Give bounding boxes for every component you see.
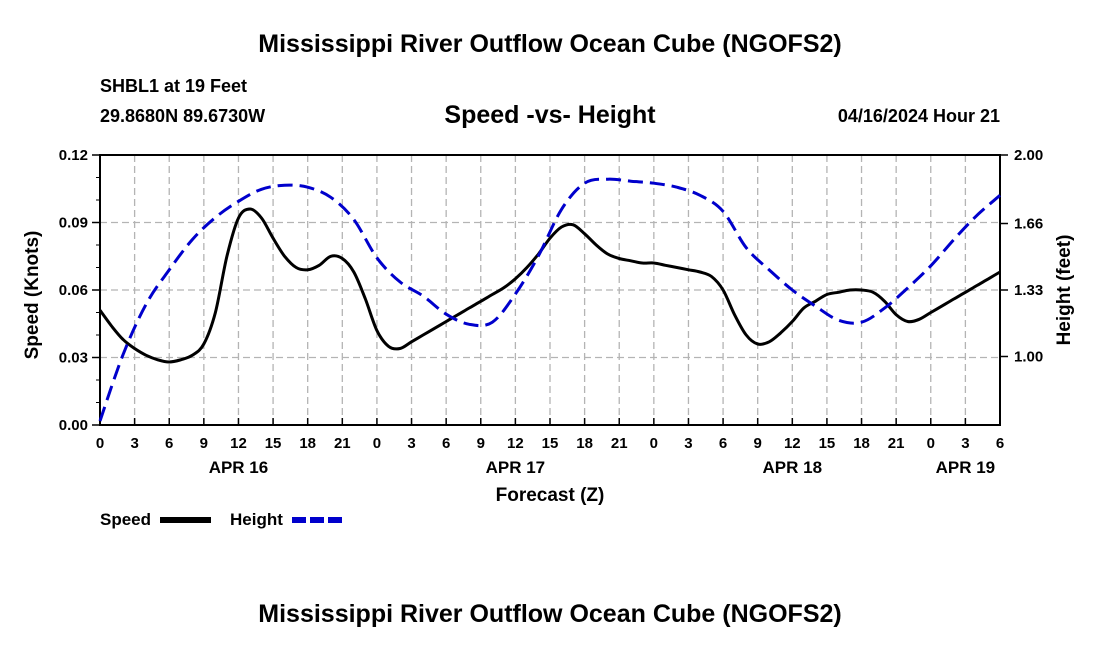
x-tick-label: 21 (334, 435, 351, 452)
x-tick-label: 15 (819, 435, 836, 452)
date-label: APR 17 (486, 458, 546, 477)
x-tick-label: 6 (719, 435, 727, 452)
x-tick-label: 12 (507, 435, 524, 452)
x-tick-label: 3 (961, 435, 969, 452)
y2-tick-label: 2.00 (1014, 147, 1043, 164)
x-tick-label: 3 (684, 435, 692, 452)
y-tick-label: 0.00 (59, 417, 88, 434)
speed-series-line (98, 207, 1001, 364)
x-tick-label: 18 (853, 435, 870, 452)
footer-title: Mississippi River Outflow Ocean Cube (NG… (258, 600, 842, 628)
x-tick-label: 21 (888, 435, 905, 452)
y-axis-title: Speed (Knots) (22, 231, 43, 360)
datetime-label: 04/16/2024 Hour 21 (837, 106, 1000, 126)
y2-tick-label: 1.66 (1014, 216, 1043, 233)
x-tick-label: 0 (373, 435, 381, 452)
legend: Speed Height (100, 510, 343, 529)
x-tick-label: 6 (165, 435, 173, 452)
legend-label-speed: Speed (100, 510, 151, 529)
date-label: APR 16 (209, 458, 269, 477)
chart-title: Mississippi River Outflow Ocean Cube (NG… (258, 30, 842, 58)
y2-axis-title: Height (feet) (1054, 235, 1075, 346)
x-tick-label: 0 (650, 435, 658, 452)
y2-tick-label: 1.00 (1014, 348, 1043, 365)
x-tick-label: 21 (611, 435, 628, 452)
y-tick-label: 0.03 (59, 350, 88, 367)
x-tick-label: 9 (754, 435, 762, 452)
chart-subtitle: Speed -vs- Height (444, 101, 656, 129)
x-axis-title: Forecast (Z) (496, 485, 605, 506)
series-layer (98, 177, 1002, 422)
tick-layer: 0 3 6 9 12 15 18 21 0 3 6 9 12 15 18 21 0 3 6 9 12 15 18 21 0 3 6A… (59, 147, 1043, 477)
coordinates-label: 29.8680N 89.6730W (100, 106, 266, 126)
x-tick-label: 6 (996, 435, 1004, 452)
x-tick-label: 18 (299, 435, 316, 452)
x-tick-label: 3 (407, 435, 415, 452)
x-tick-label: 12 (230, 435, 247, 452)
x-tick-label: 0 (927, 435, 935, 452)
x-tick-label: 9 (477, 435, 485, 452)
x-tick-label: 6 (442, 435, 450, 452)
y-tick-label: 0.12 (59, 147, 88, 164)
y-tick-label: 0.09 (59, 215, 88, 232)
legend-label-height: Height (230, 510, 283, 529)
height-series-line (98, 177, 1002, 422)
x-tick-label: 12 (784, 435, 801, 452)
x-tick-label: 15 (265, 435, 282, 452)
date-label: APR 19 (936, 458, 996, 477)
y2-tick-label: 1.33 (1014, 282, 1043, 299)
x-tick-label: 3 (130, 435, 138, 452)
station-label: SHBL1 at 19 Feet (100, 76, 248, 96)
x-tick-label: 18 (576, 435, 593, 452)
y-tick-label: 0.06 (59, 282, 88, 299)
date-label: APR 18 (763, 458, 823, 477)
x-tick-label: 15 (542, 435, 559, 452)
x-tick-label: 0 (96, 435, 104, 452)
x-tick-label: 9 (200, 435, 208, 452)
